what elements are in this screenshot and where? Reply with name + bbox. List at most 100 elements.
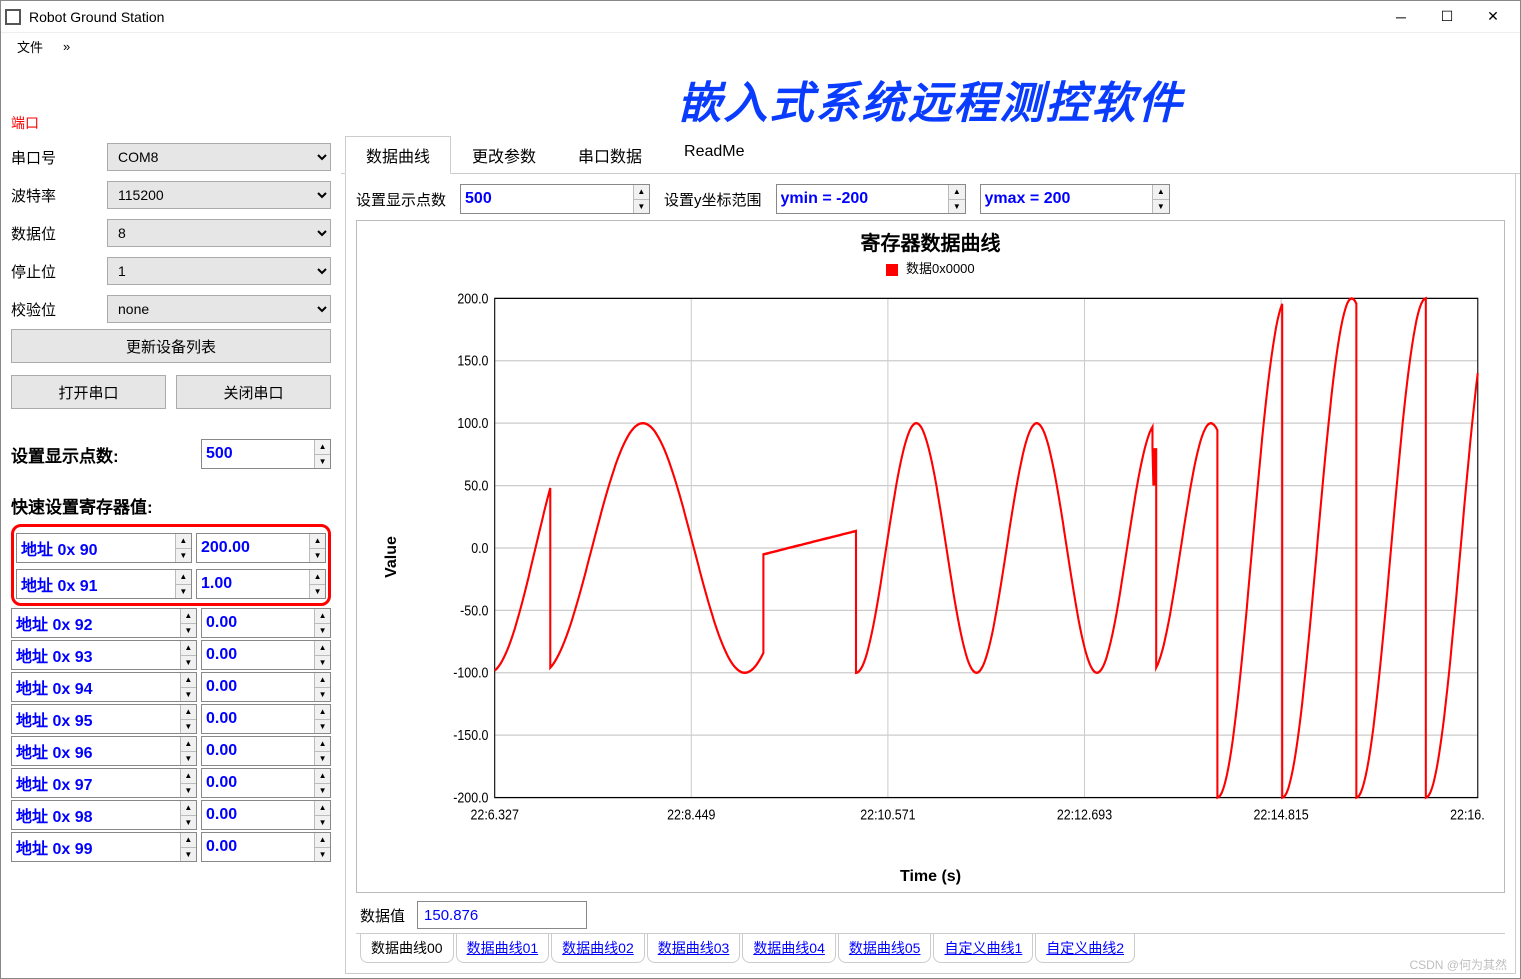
spin-up-icon[interactable]: ▲ [310, 534, 325, 549]
refresh-devices-button[interactable]: 更新设备列表 [11, 329, 331, 363]
register-addr-input[interactable] [12, 673, 180, 701]
ymin-input[interactable] [777, 185, 949, 213]
register-value-input[interactable] [202, 737, 314, 765]
register-value-input[interactable] [202, 673, 314, 701]
register-value-input[interactable] [197, 570, 309, 598]
register-value-input[interactable] [197, 534, 309, 562]
spin-down-icon[interactable]: ▼ [181, 720, 196, 734]
serial-select[interactable]: COM8 [107, 143, 331, 171]
bottom-tab-7[interactable]: 自定义曲线2 [1035, 934, 1135, 963]
menu-file[interactable]: 文件 [7, 35, 53, 58]
spin-down-icon[interactable]: ▼ [181, 784, 196, 798]
spin-up-icon[interactable]: ▲ [181, 769, 196, 784]
left-panel: 端口 串口号 COM8 波特率 115200 数据位 8 停止位 1 校验位 n… [1, 59, 341, 978]
spin-down-icon[interactable]: ▼ [315, 752, 330, 766]
chart-points-input[interactable] [461, 185, 633, 213]
spin-up-icon[interactable]: ▲ [181, 737, 196, 752]
spin-up-icon[interactable]: ▲ [315, 609, 330, 624]
spin-up-icon[interactable]: ▲ [634, 185, 649, 200]
stop-select[interactable]: 1 [107, 257, 331, 285]
spin-down-icon[interactable]: ▼ [181, 688, 196, 702]
spin-up-icon[interactable]: ▲ [949, 185, 964, 200]
spin-up-icon[interactable]: ▲ [181, 609, 196, 624]
spin-up-icon[interactable]: ▲ [315, 737, 330, 752]
spin-down-icon[interactable]: ▼ [315, 656, 330, 670]
spin-down-icon[interactable]: ▼ [310, 585, 325, 599]
register-addr-input[interactable] [12, 801, 180, 829]
register-addr-input[interactable] [12, 737, 180, 765]
spin-down-icon[interactable]: ▼ [176, 549, 191, 563]
open-port-button[interactable]: 打开串口 [11, 375, 166, 409]
bottom-tab-2[interactable]: 数据曲线02 [551, 934, 645, 963]
spin-up-icon[interactable]: ▲ [176, 534, 191, 549]
display-points-input[interactable] [202, 440, 314, 468]
spin-up-icon[interactable]: ▲ [181, 641, 196, 656]
spin-up-icon[interactable]: ▲ [310, 570, 325, 585]
spin-up-icon[interactable]: ▲ [315, 705, 330, 720]
parity-select[interactable]: none [107, 295, 331, 323]
register-value-input[interactable] [202, 769, 314, 797]
register-addr-input[interactable] [12, 769, 180, 797]
register-addr-input[interactable] [12, 705, 180, 733]
register-row: ▲▼▲▼ [11, 800, 331, 830]
spin-down-icon[interactable]: ▼ [181, 752, 196, 766]
ymax-input[interactable] [981, 185, 1153, 213]
spin-down-icon[interactable]: ▼ [310, 549, 325, 563]
spin-down-icon[interactable]: ▼ [634, 200, 649, 214]
tab-2[interactable]: 串口数据 [557, 136, 663, 174]
data-select[interactable]: 8 [107, 219, 331, 247]
spin-up-icon[interactable]: ▲ [176, 570, 191, 585]
spin-down-icon[interactable]: ▼ [315, 848, 330, 862]
close-port-button[interactable]: 关闭串口 [176, 375, 331, 409]
spin-up-icon[interactable]: ▲ [315, 440, 330, 455]
register-value-input[interactable] [202, 705, 314, 733]
spin-up-icon[interactable]: ▲ [181, 833, 196, 848]
register-value-input[interactable] [202, 801, 314, 829]
footer-value-input[interactable] [417, 901, 587, 929]
tab-3[interactable]: ReadMe [663, 136, 765, 174]
register-value-input[interactable] [202, 641, 314, 669]
spin-down-icon[interactable]: ▼ [949, 200, 964, 214]
spin-down-icon[interactable]: ▼ [315, 816, 330, 830]
register-value-input[interactable] [202, 609, 314, 637]
bottom-tab-3[interactable]: 数据曲线03 [647, 934, 741, 963]
spin-down-icon[interactable]: ▼ [181, 816, 196, 830]
tab-1[interactable]: 更改参数 [451, 136, 557, 174]
register-value-input[interactable] [202, 833, 314, 861]
spin-down-icon[interactable]: ▼ [315, 624, 330, 638]
bottom-tab-5[interactable]: 数据曲线05 [838, 934, 932, 963]
menu-more[interactable]: » [53, 37, 80, 56]
spin-up-icon[interactable]: ▲ [315, 673, 330, 688]
spin-down-icon[interactable]: ▼ [1153, 200, 1168, 214]
tab-0[interactable]: 数据曲线 [345, 136, 451, 174]
spin-up-icon[interactable]: ▲ [315, 641, 330, 656]
close-button[interactable]: ✕ [1470, 2, 1516, 32]
maximize-button[interactable]: ☐ [1424, 2, 1470, 32]
spin-down-icon[interactable]: ▼ [315, 455, 330, 469]
bottom-tab-1[interactable]: 数据曲线01 [456, 934, 550, 963]
baud-select[interactable]: 115200 [107, 181, 331, 209]
spin-up-icon[interactable]: ▲ [181, 705, 196, 720]
register-addr-input[interactable] [17, 534, 175, 562]
bottom-tab-4[interactable]: 数据曲线04 [742, 934, 836, 963]
spin-down-icon[interactable]: ▼ [181, 624, 196, 638]
spin-down-icon[interactable]: ▼ [315, 720, 330, 734]
spin-down-icon[interactable]: ▼ [176, 585, 191, 599]
spin-up-icon[interactable]: ▲ [181, 801, 196, 816]
spin-down-icon[interactable]: ▼ [315, 688, 330, 702]
spin-up-icon[interactable]: ▲ [315, 833, 330, 848]
bottom-tab-6[interactable]: 自定义曲线1 [933, 934, 1033, 963]
spin-down-icon[interactable]: ▼ [181, 656, 196, 670]
register-addr-input[interactable] [12, 609, 180, 637]
spin-down-icon[interactable]: ▼ [315, 784, 330, 798]
spin-up-icon[interactable]: ▲ [315, 769, 330, 784]
spin-up-icon[interactable]: ▲ [181, 673, 196, 688]
minimize-button[interactable]: ─ [1378, 2, 1424, 32]
register-addr-input[interactable] [12, 833, 180, 861]
register-addr-input[interactable] [17, 570, 175, 598]
spin-up-icon[interactable]: ▲ [315, 801, 330, 816]
spin-up-icon[interactable]: ▲ [1153, 185, 1168, 200]
register-addr-input[interactable] [12, 641, 180, 669]
spin-down-icon[interactable]: ▼ [181, 848, 196, 862]
bottom-tab-0[interactable]: 数据曲线00 [360, 934, 454, 963]
